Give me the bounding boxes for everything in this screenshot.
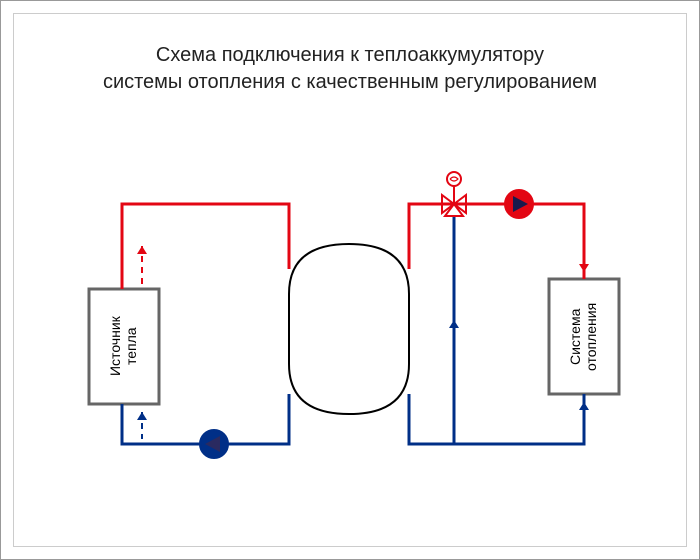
mixing-valve-bottom [445, 204, 463, 216]
heat-source-label: Источниктепла [107, 299, 139, 394]
thermo-wave [450, 177, 458, 181]
hot-pipe-left [122, 204, 289, 289]
flow-arrowhead-source-cold [137, 412, 147, 420]
heat-accumulator [289, 244, 409, 414]
flow-arrowhead-mix [449, 320, 459, 328]
heating-system-label: Системаотопления [567, 289, 599, 384]
inner-frame: Схема подключения к теплоаккумулятору си… [13, 13, 687, 547]
flow-arrowhead-source-hot [137, 246, 147, 254]
thermo-head [447, 172, 461, 186]
flow-arrowhead-system-hot [579, 264, 589, 272]
cold-pipe-right [409, 394, 584, 444]
piping-diagram [14, 14, 688, 548]
hot-pipe-right [409, 204, 584, 279]
flow-arrowhead-system-cold [579, 402, 589, 410]
outer-frame: Схема подключения к теплоаккумулятору си… [0, 0, 700, 560]
